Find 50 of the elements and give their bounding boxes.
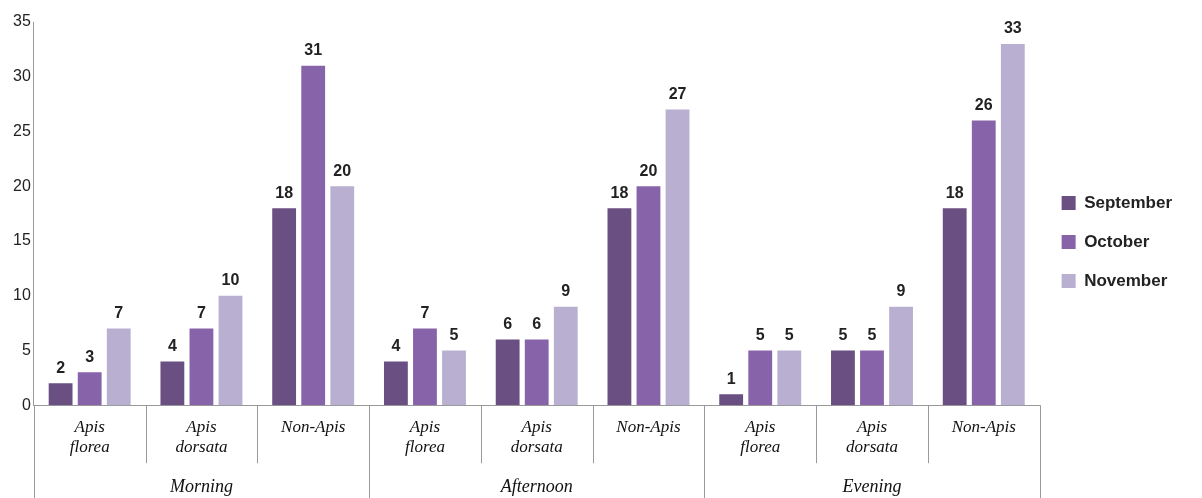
y-tick-label: 30	[13, 67, 31, 85]
y-tick-label: 25	[13, 121, 31, 139]
data-label: 5	[838, 325, 848, 343]
data-label: 6	[503, 314, 513, 332]
y-tick-label: 20	[13, 176, 31, 194]
x-tick-label: Apis florea	[740, 416, 781, 457]
data-label: 27	[668, 84, 687, 102]
text: Evening	[841, 475, 902, 496]
y-tick-label: 5	[21, 340, 31, 358]
data-label: 3	[85, 347, 95, 365]
x-tick-label: Apis florea	[69, 416, 110, 457]
x-tick-label: Apis dorsata	[175, 416, 228, 457]
legend-label: November	[1084, 270, 1168, 290]
data-label: 20	[333, 161, 352, 179]
x-tick-label: Apis dorsata	[510, 416, 563, 457]
data-label: 18	[275, 183, 294, 201]
data-label: 5	[449, 325, 459, 343]
data-label: 10	[221, 271, 240, 289]
text: Afternoon	[499, 475, 573, 496]
data-label: 18	[610, 183, 629, 201]
text: Morning	[168, 475, 233, 496]
x-tick-label: Apis dorsata	[846, 416, 898, 457]
data-label: 5	[784, 325, 794, 343]
x-tick-label: Non-Apis	[615, 416, 681, 436]
data-label: 9	[896, 282, 906, 300]
data-label: 31	[304, 41, 323, 59]
y-tick-label: 15	[13, 231, 31, 249]
data-label: 18	[945, 183, 964, 201]
x-tick-label: Apis florea	[404, 416, 445, 457]
legend-label: October	[1084, 231, 1150, 251]
data-label: 4	[391, 336, 401, 354]
y-tick-label: 35	[13, 12, 31, 30]
y-tick-label: 0	[21, 395, 31, 413]
y-tick-label: 10	[13, 286, 31, 304]
data-label: 33	[1003, 19, 1022, 37]
data-label: 7	[196, 303, 206, 321]
legend-label: September	[1084, 192, 1173, 212]
data-label: 7	[420, 303, 430, 321]
data-label: 20	[639, 161, 658, 179]
data-label: 2	[56, 358, 66, 376]
data-label: 1	[726, 369, 736, 387]
data-label: 4	[167, 336, 177, 354]
x-tick-label: Non-Apis	[280, 416, 346, 436]
data-label: 7	[114, 303, 124, 321]
data-label: 6	[532, 314, 542, 332]
data-label: 5	[867, 325, 877, 343]
data-label: 5	[755, 325, 765, 343]
x-tick-label: Non-Apis	[950, 416, 1017, 436]
data-label: 26	[974, 95, 993, 113]
data-label: 9	[561, 282, 571, 300]
